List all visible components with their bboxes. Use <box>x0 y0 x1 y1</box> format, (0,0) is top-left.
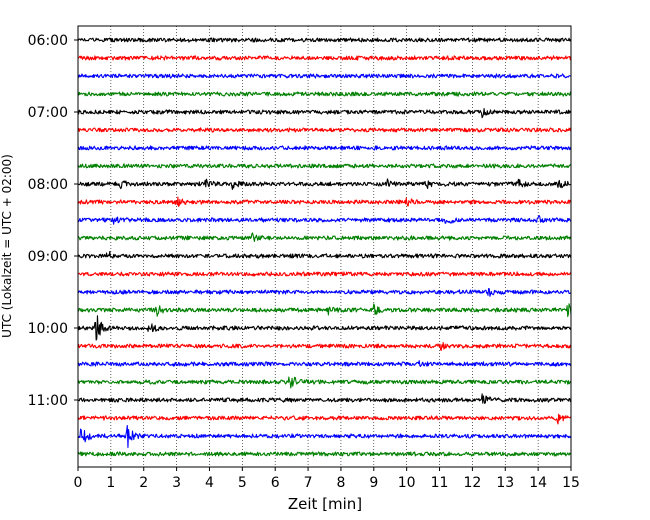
x-tick-label: 0 <box>74 475 83 491</box>
y-tick-label: 08:00 <box>28 177 68 193</box>
x-tick-label: 15 <box>562 475 580 491</box>
x-axis: 0 1 2 3 4 5 6 7 8 9 10 11 12 13 14 15 <box>74 467 580 491</box>
y-tick-label: 11:00 <box>28 393 68 409</box>
trace-0915 <box>77 271 572 277</box>
trace-0945 <box>77 303 572 318</box>
y-axis: 06:00 07:00 08:00 09:00 10:00 11:00 <box>28 33 78 409</box>
trace-0630 <box>77 73 572 79</box>
trace-1100 <box>77 393 572 404</box>
x-tick-label: 2 <box>139 475 148 491</box>
x-tick-label: 3 <box>172 475 181 491</box>
trace-0615 <box>77 55 572 61</box>
trace-0700 <box>77 108 572 119</box>
trace-0930 <box>77 288 572 297</box>
x-tick-label: 7 <box>304 475 313 491</box>
x-tick-label: 9 <box>369 475 378 491</box>
x-tick-label: 12 <box>463 475 481 491</box>
x-tick-label: 8 <box>336 475 345 491</box>
trace-0645 <box>77 91 572 97</box>
trace-1015 <box>77 341 572 351</box>
trace-0900 <box>77 251 572 259</box>
x-tick-label: 11 <box>431 475 449 491</box>
x-tick-label: 13 <box>496 475 514 491</box>
trace-0800 <box>77 178 572 190</box>
trace-0830 <box>77 215 572 225</box>
trace-0845 <box>77 232 572 242</box>
trace-0715 <box>77 127 572 133</box>
trace-1000 <box>77 315 572 341</box>
y-tick-label: 09:00 <box>28 249 68 265</box>
plot-frame <box>77 25 572 468</box>
trace-1115 <box>77 413 572 425</box>
trace-1130 <box>77 425 572 449</box>
trace-0745 <box>77 163 572 169</box>
trace-1030 <box>77 360 572 367</box>
x-tick-label: 4 <box>205 475 214 491</box>
x-tick-label: 14 <box>529 475 547 491</box>
x-tick-label: 1 <box>106 475 115 491</box>
y-tick-label: 06:00 <box>28 33 68 49</box>
trace-0600 <box>77 37 572 43</box>
y-axis-label: UTC (Lokalzeit = UTC + 02:00) <box>0 154 14 338</box>
x-tick-label: 6 <box>271 475 280 491</box>
x-tick-label: 10 <box>398 475 416 491</box>
trace-1145 <box>77 451 572 457</box>
x-tick-label: 5 <box>238 475 247 491</box>
x-axis-label: Zeit [min] <box>288 495 362 513</box>
y-tick-label: 10:00 <box>28 321 68 337</box>
trace-1045 <box>77 376 572 389</box>
traces <box>77 37 572 457</box>
y-tick-label: 07:00 <box>28 105 68 121</box>
trace-0730 <box>77 145 572 151</box>
trace-0815 <box>77 196 572 207</box>
